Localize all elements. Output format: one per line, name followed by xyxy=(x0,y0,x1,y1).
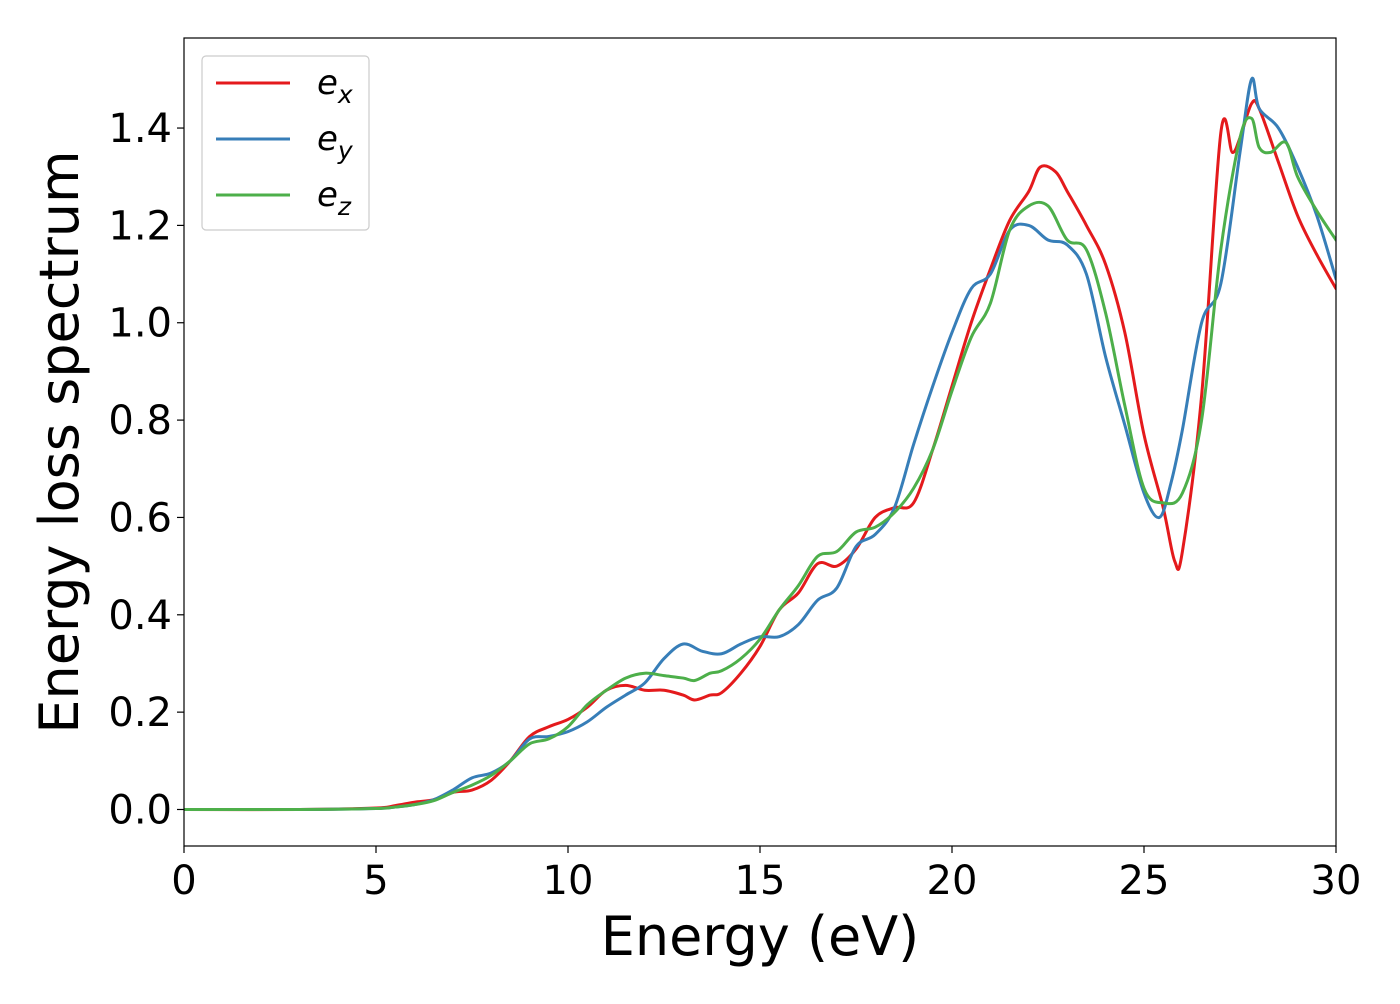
x-axis: 0 5 10 15 20 25 30 xyxy=(171,846,1361,904)
legend-label: ez xyxy=(317,175,352,221)
y-tick-label: 1.2 xyxy=(108,203,172,249)
x-tick-label: 0 xyxy=(171,858,196,904)
y-tick-label: 1.0 xyxy=(108,301,172,347)
x-tick-label: 10 xyxy=(543,858,594,904)
legend-box xyxy=(201,55,370,231)
series-line-e-z xyxy=(184,116,1336,812)
y-tick-label: 0.8 xyxy=(108,398,172,444)
series-layer xyxy=(184,76,1336,812)
legend-label: ey xyxy=(317,119,354,165)
y-tick-label: 0.2 xyxy=(108,690,172,736)
legend-item-e-y: ey xyxy=(216,119,354,165)
x-tick-label: 5 xyxy=(363,858,388,904)
y-tick-label: 0.0 xyxy=(108,787,172,833)
y-tick-label: 1.4 xyxy=(108,106,172,152)
legend-item-e-x: ex xyxy=(216,63,353,109)
plot-background xyxy=(184,38,1336,846)
x-axis-title: Energy (eV) xyxy=(601,905,920,968)
y-axis: 0.0 0.2 0.4 0.6 0.8 1.0 1.2 1.4 xyxy=(108,106,184,833)
x-tick-label: 15 xyxy=(735,858,786,904)
legend-item-e-z: ez xyxy=(216,175,352,221)
x-tick-label: 25 xyxy=(1119,858,1170,904)
x-tick-label: 20 xyxy=(927,858,978,904)
y-axis-title: Energy loss spectrum xyxy=(28,150,91,733)
legend-label: ex xyxy=(317,63,353,109)
x-tick-label: 30 xyxy=(1311,858,1362,904)
y-tick-label: 0.6 xyxy=(108,495,172,541)
legend: ex ey ez xyxy=(201,55,370,231)
y-tick-label: 0.4 xyxy=(108,593,172,639)
